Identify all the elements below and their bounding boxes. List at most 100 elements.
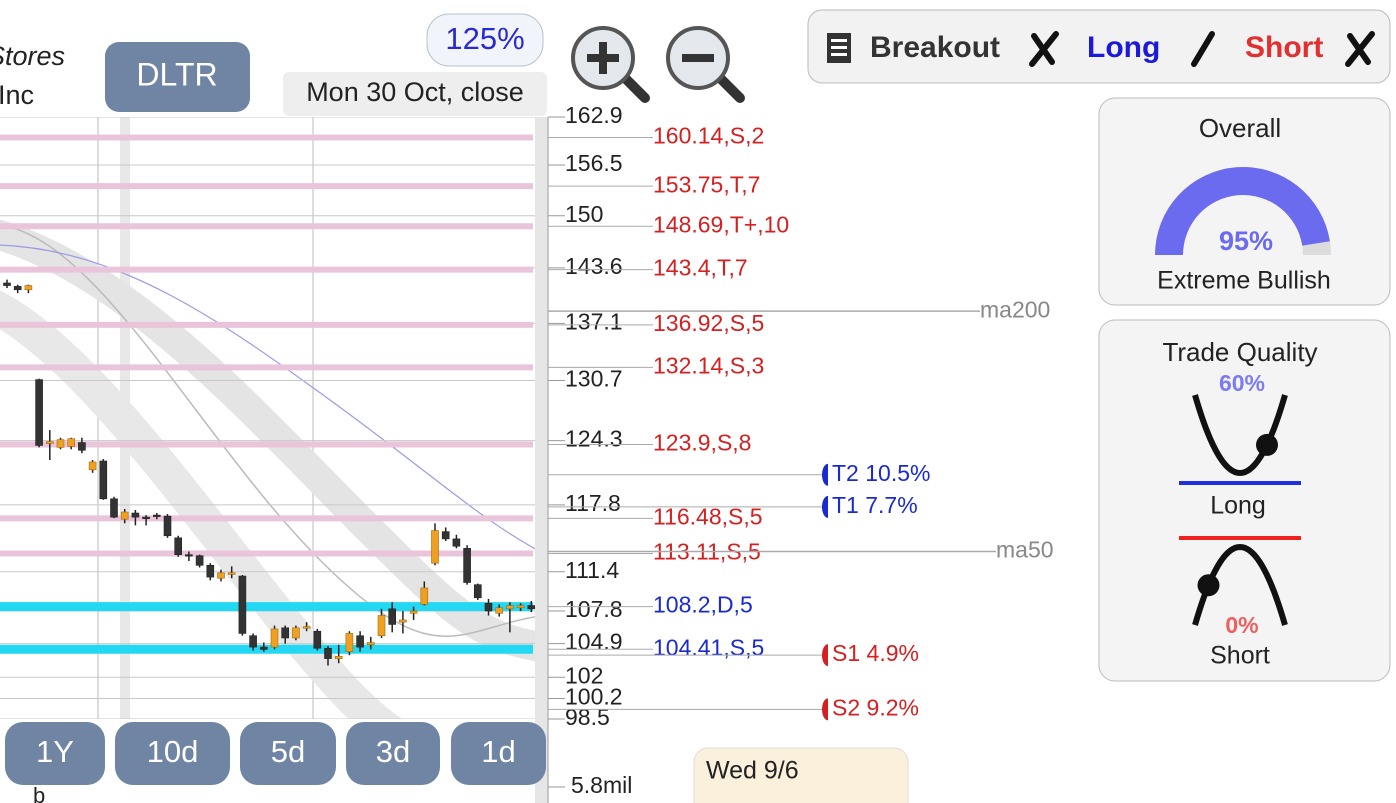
- candle-body: [345, 633, 354, 652]
- candle-body: [13, 286, 22, 291]
- candle-body: [163, 515, 172, 537]
- candle-body: [259, 646, 268, 650]
- ticks: 162.9 156.5 150 143.6 137.1 130.7 124.3 117.8 11…: [548, 102, 632, 798]
- company-name: Inc: [0, 80, 34, 110]
- period-label: 5d: [271, 734, 305, 769]
- level-label: 143.4,T,7: [653, 255, 748, 281]
- short-quality: 0%: [1225, 612, 1258, 638]
- candle-body: [45, 441, 54, 444]
- gauge-fill: [1155, 166, 1330, 255]
- candle-body: [281, 627, 290, 639]
- trade-quality-panel: [1098, 319, 1391, 682]
- period-button[interactable]: [115, 722, 230, 785]
- quality-curves: [1192, 394, 1288, 626]
- candle-body: [153, 514, 161, 517]
- period-button[interactable]: [240, 722, 336, 785]
- slash-icon: [1191, 31, 1215, 67]
- candle-body: [56, 439, 65, 448]
- long-dot: [1256, 433, 1278, 456]
- gauge: [1155, 166, 1331, 255]
- candle-body: [249, 635, 257, 648]
- candle-body: [388, 608, 397, 625]
- date-box: [283, 72, 547, 116]
- ma-label: ma200: [980, 296, 1050, 322]
- candle-body: [67, 438, 75, 447]
- breakout-label: Breakout: [870, 31, 1000, 64]
- company-name: Stores: [0, 41, 65, 71]
- cross-icon: [1345, 31, 1375, 67]
- period-button[interactable]: [5, 722, 105, 785]
- long-text: Long: [1210, 492, 1266, 520]
- target-label: S1 4.9%: [832, 640, 919, 666]
- short-text: Short: [1210, 642, 1270, 670]
- y-tick-label: 102: [565, 662, 603, 688]
- ticker-button[interactable]: [105, 42, 250, 112]
- marks: 160.14,S,2 153.75,T,7 148.69,T+,10 143.4,T,…: [548, 123, 1054, 720]
- y-tick-label: 143.6: [565, 253, 623, 279]
- level-label: 132.14,S,3: [653, 353, 764, 379]
- ticker: DLTR: [136, 56, 217, 92]
- y-tick-label: 150: [565, 201, 603, 227]
- candle-body: [120, 511, 129, 520]
- level-label: 153.75,T,7: [653, 171, 760, 197]
- candle-body: [399, 619, 407, 623]
- panel-title: Trade Quality: [1162, 337, 1317, 367]
- candle-body: [527, 605, 536, 610]
- zoom-pill[interactable]: [426, 13, 544, 67]
- period-label: 3d: [376, 734, 410, 769]
- date-label: Mon 30 Oct, close: [306, 77, 524, 107]
- y-tick-label: 156.5: [565, 150, 623, 176]
- axis-fragment: b: [33, 783, 45, 803]
- y-tick-label: 124.3: [565, 426, 623, 452]
- signal-bar: [807, 9, 1391, 84]
- y-tick-label: 137.1: [565, 308, 623, 334]
- period-button[interactable]: [451, 722, 546, 785]
- candle-body: [195, 555, 204, 566]
- info-date: Wed 9/6: [706, 757, 799, 785]
- axis-bar: [535, 117, 548, 803]
- level-label: 116.48,S,5: [653, 503, 763, 529]
- level-label: 136.92,S,5: [653, 310, 764, 336]
- period-label: 1Y: [36, 734, 74, 769]
- candle-body: [142, 516, 150, 519]
- candle-body: [110, 498, 118, 518]
- y-tick-label: 130.7: [565, 366, 623, 392]
- volume-label: 5.8mil: [571, 772, 632, 798]
- long-label: Long: [1087, 31, 1160, 64]
- y-tick-label: 104.9: [565, 629, 623, 655]
- candle-body: [516, 605, 525, 609]
- level-label: 160.14,S,2: [653, 123, 764, 149]
- level-label: 108.2,D,5: [653, 592, 753, 618]
- candle-body: [78, 442, 86, 451]
- candle-body: [88, 461, 97, 471]
- candle-body: [463, 548, 471, 583]
- long-quality: 60%: [1219, 370, 1265, 396]
- candle-body: [441, 531, 450, 540]
- candle-body: [420, 587, 429, 605]
- candle-body: [131, 512, 140, 518]
- candle-body: [377, 615, 386, 637]
- candle-body: [313, 630, 322, 649]
- y-tick-label: 111.4: [565, 557, 619, 583]
- period-buttons: 1Y 10d 5d 3d 1d: [5, 722, 546, 785]
- target-marker: [821, 495, 828, 518]
- period-label: 1d: [481, 734, 515, 769]
- candle-body: [473, 584, 482, 599]
- candle-body: [484, 602, 493, 612]
- candle-body: [238, 575, 247, 634]
- menu-icon[interactable]: [827, 33, 851, 63]
- period-button[interactable]: [346, 722, 440, 785]
- zoom-in[interactable]: [571, 26, 650, 103]
- panel-title: Overall: [1199, 113, 1281, 143]
- candle-body: [356, 635, 364, 648]
- level-label: 104.41,S,5: [653, 634, 764, 660]
- candle-body: [506, 605, 514, 610]
- target-label: T2 10.5%: [832, 460, 930, 486]
- zoom-level: 125%: [445, 21, 524, 56]
- candle-body: [185, 554, 193, 557]
- candle-body: [324, 647, 332, 659]
- candle-body: [270, 628, 279, 648]
- plot-area: [0, 117, 548, 719]
- zoom-out[interactable]: [666, 26, 745, 103]
